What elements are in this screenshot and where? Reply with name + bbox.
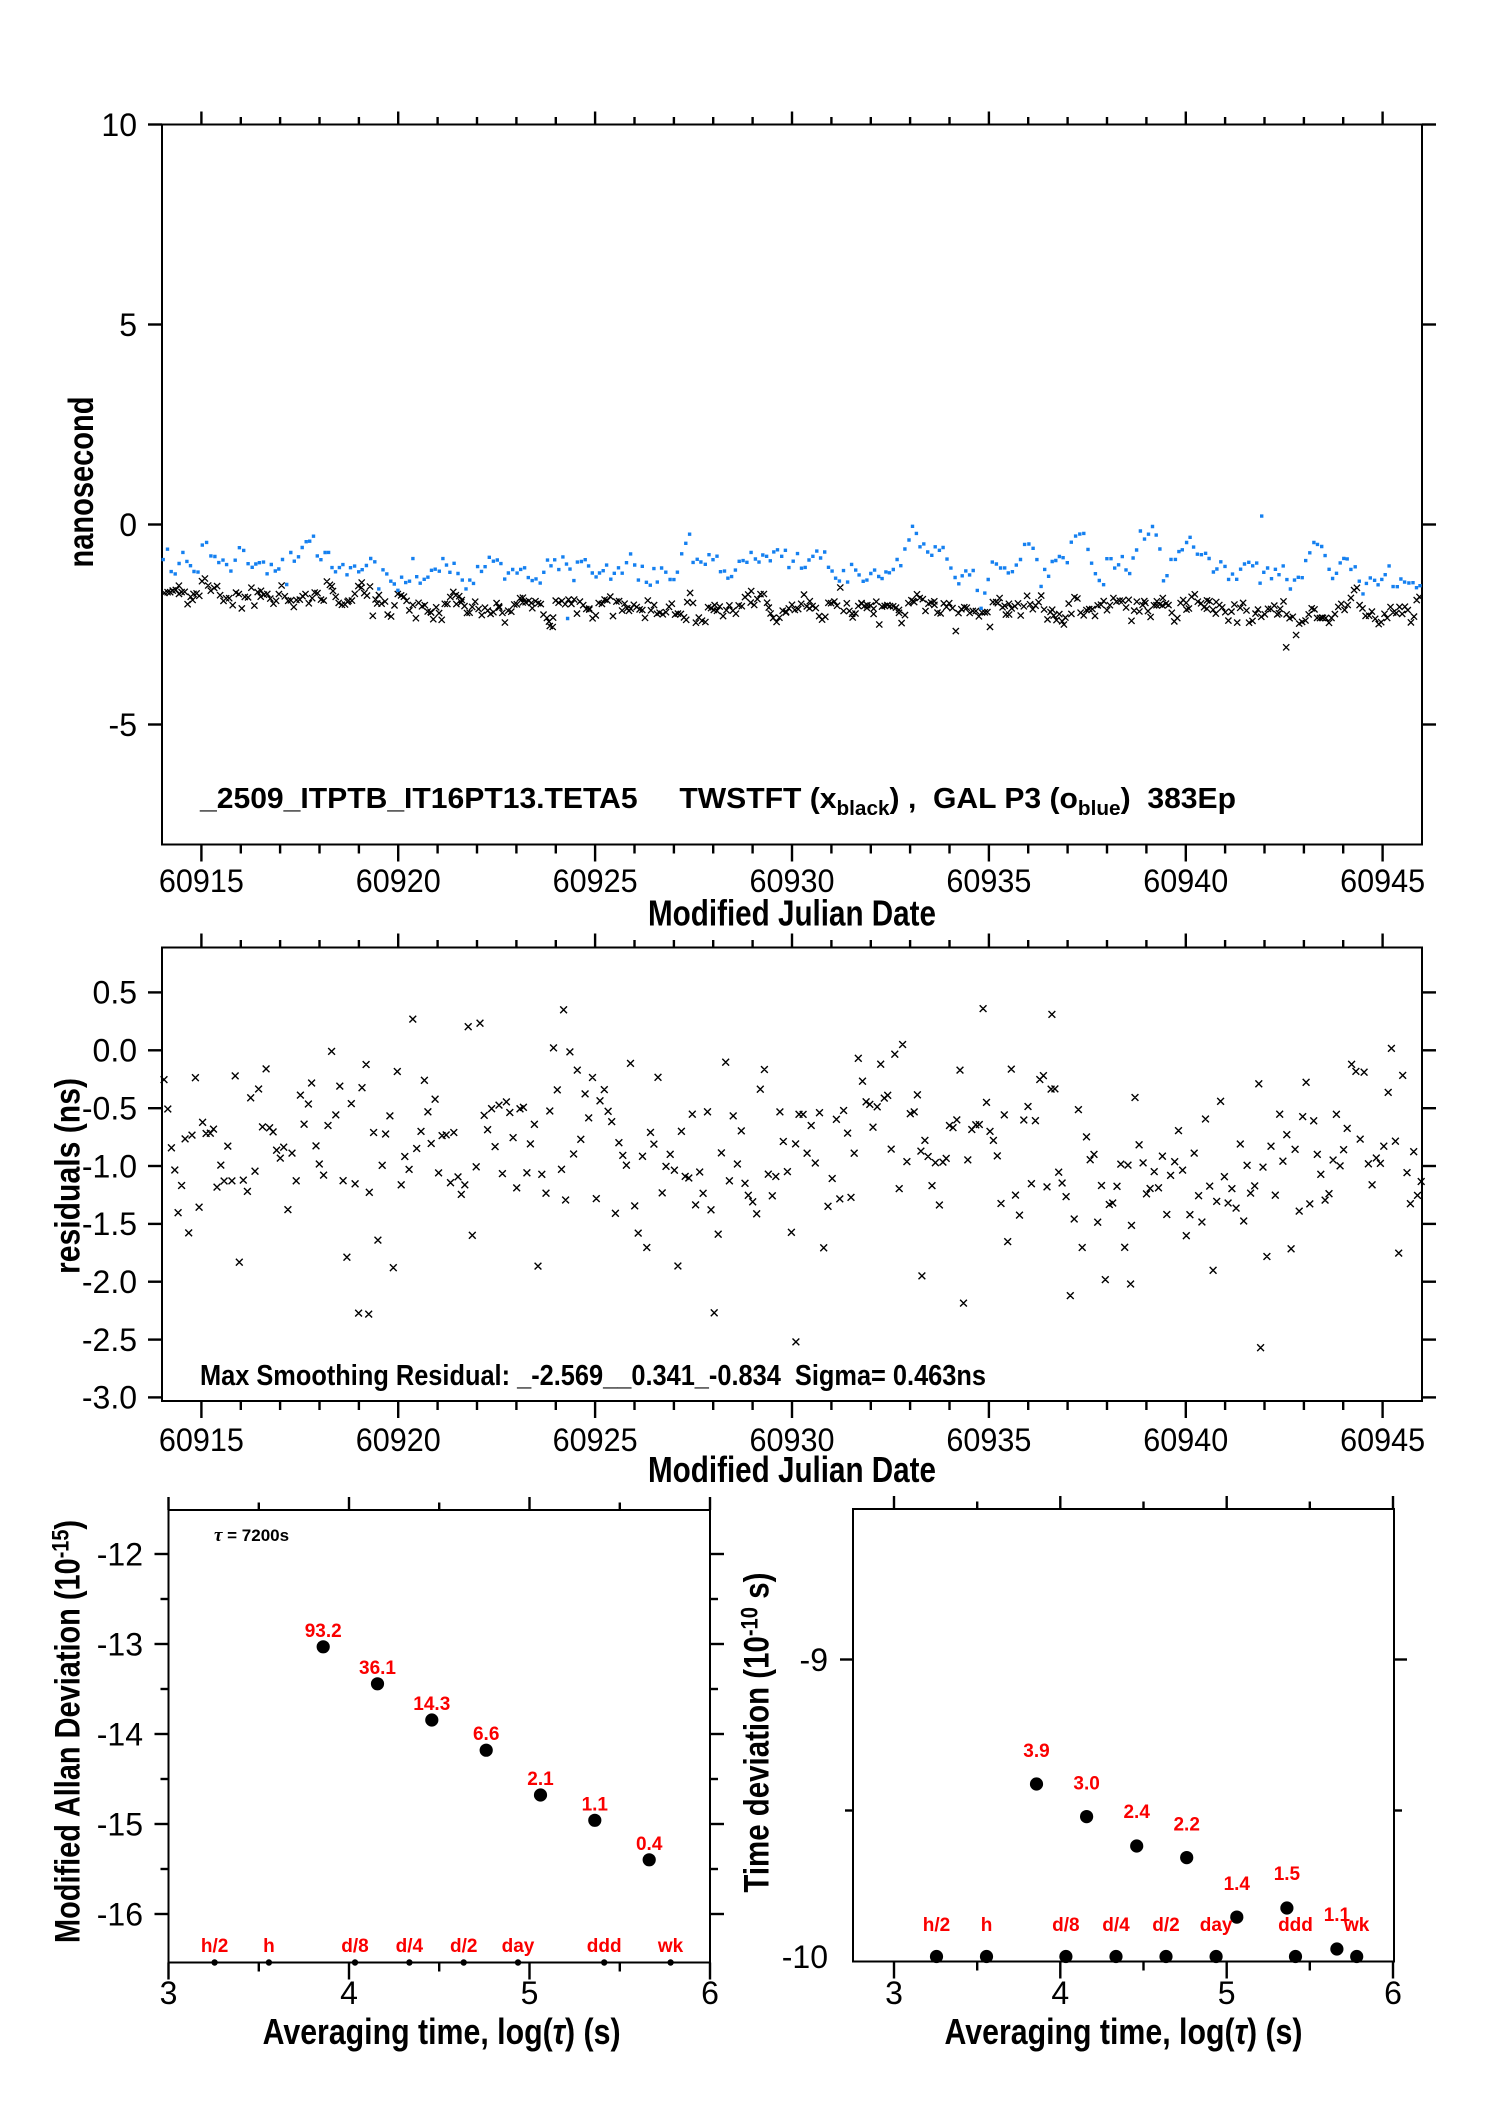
svg-text:2.2: 2.2 [1173,1815,1199,1836]
svg-text:Modified Julian Date: Modified Julian Date [648,1449,936,1490]
svg-text:-15: -15 [97,1806,143,1842]
svg-text:-10: -10 [782,1939,828,1975]
svg-text:2.1: 2.1 [527,1769,554,1790]
svg-text:-14: -14 [97,1716,143,1752]
svg-text:6.6: 6.6 [473,1724,499,1745]
svg-text:0: 0 [119,507,137,543]
svg-text:-13: -13 [97,1626,143,1662]
svg-text:0.4: 0.4 [636,1834,663,1855]
svg-text:60925: 60925 [553,1422,638,1458]
svg-text:Averaging time, log(τ) (s): Averaging time, log(τ) (s) [945,2011,1303,2052]
svg-text:60920: 60920 [356,863,441,899]
svg-text:3.0: 3.0 [1073,1774,1099,1795]
svg-text:d/4: d/4 [1102,1915,1130,1936]
svg-text:day: day [502,1936,535,1957]
svg-text:6: 6 [701,1975,719,2011]
svg-text:3.9: 3.9 [1023,1741,1049,1762]
svg-text:Modified Julian Date: Modified Julian Date [648,893,936,934]
svg-text:-0.5: -0.5 [82,1091,137,1127]
svg-text:wk: wk [657,1936,684,1957]
svg-text:-5: -5 [109,707,137,743]
svg-text:14.3: 14.3 [413,1694,450,1715]
svg-text:Modified Allan Deviation (10-1: Modified Allan Deviation (10-15) [48,1520,88,1943]
svg-text:-9: -9 [800,1642,828,1678]
svg-text:d/2: d/2 [450,1936,477,1957]
svg-text:_2509_ITPTB_IT16PT13.TETA5: _2509_ITPTB_IT16PT13.TETA5 TWSTFT (x blac… [199,783,1236,820]
svg-text:10: 10 [101,107,137,143]
svg-text:60920: 60920 [356,1422,441,1458]
svg-text:60945: 60945 [1340,863,1425,899]
svg-text:day: day [1200,1915,1233,1936]
svg-text:-3.0: -3.0 [82,1380,137,1416]
svg-text:h: h [263,1936,275,1957]
svg-text:d/2: d/2 [1152,1915,1179,1936]
svg-text:60940: 60940 [1143,863,1228,899]
svg-text:-1.5: -1.5 [82,1206,137,1242]
svg-text:1.1: 1.1 [1324,1905,1351,1926]
svg-text:-2.5: -2.5 [82,1322,137,1358]
svg-text:-16: -16 [97,1896,143,1932]
svg-text:nanosecond: nanosecond [62,397,101,568]
svg-text:36.1: 36.1 [359,1658,396,1679]
svg-text:-1.0: -1.0 [82,1148,137,1184]
svg-text:60935: 60935 [946,1422,1031,1458]
svg-text:d/4: d/4 [396,1936,424,1957]
svg-text:0.5: 0.5 [93,975,137,1011]
svg-text:4: 4 [340,1975,358,2011]
svg-text:5: 5 [1218,1975,1236,2011]
svg-text:τ = 7200s: τ = 7200s [214,1525,289,1546]
svg-text:d/8: d/8 [1052,1915,1079,1936]
svg-text:60940: 60940 [1143,1422,1228,1458]
svg-text:1.5: 1.5 [1274,1864,1301,1885]
svg-text:93.2: 93.2 [305,1621,342,1642]
svg-text:-12: -12 [97,1536,143,1572]
svg-text:-2.0: -2.0 [82,1264,137,1300]
svg-text:1.4: 1.4 [1224,1874,1251,1895]
svg-text:5: 5 [521,1975,539,2011]
svg-text:Averaging time, log(τ) (s): Averaging time, log(τ) (s) [263,2011,621,2052]
svg-text:60930: 60930 [750,1422,835,1458]
svg-text:60915: 60915 [159,1422,244,1458]
svg-text:Max Smoothing Residual: _-2.56: Max Smoothing Residual: _-2.569__0.341_-… [200,1360,986,1392]
svg-text:3: 3 [885,1975,903,2011]
svg-text:60930: 60930 [750,863,835,899]
svg-text:h/2: h/2 [201,1936,228,1957]
svg-text:0.0: 0.0 [93,1033,137,1069]
svg-text:5: 5 [119,307,137,343]
svg-text:h/2: h/2 [923,1915,950,1936]
svg-text:d/8: d/8 [341,1936,368,1957]
svg-text:1.1: 1.1 [582,1794,609,1815]
svg-text:2.4: 2.4 [1123,1802,1150,1823]
svg-text:60915: 60915 [159,863,244,899]
svg-text:wk: wk [1343,1915,1370,1936]
svg-text:4: 4 [1051,1975,1069,2011]
svg-text:6: 6 [1384,1975,1402,2011]
svg-text:residuals (ns): residuals (ns) [49,1078,88,1274]
svg-text:ddd: ddd [587,1936,622,1957]
svg-text:60935: 60935 [946,863,1031,899]
svg-text:3: 3 [160,1975,178,2011]
svg-text:60945: 60945 [1340,1422,1425,1458]
svg-text:ddd: ddd [1278,1915,1313,1936]
svg-text:60925: 60925 [553,863,638,899]
svg-text:h: h [981,1915,993,1936]
